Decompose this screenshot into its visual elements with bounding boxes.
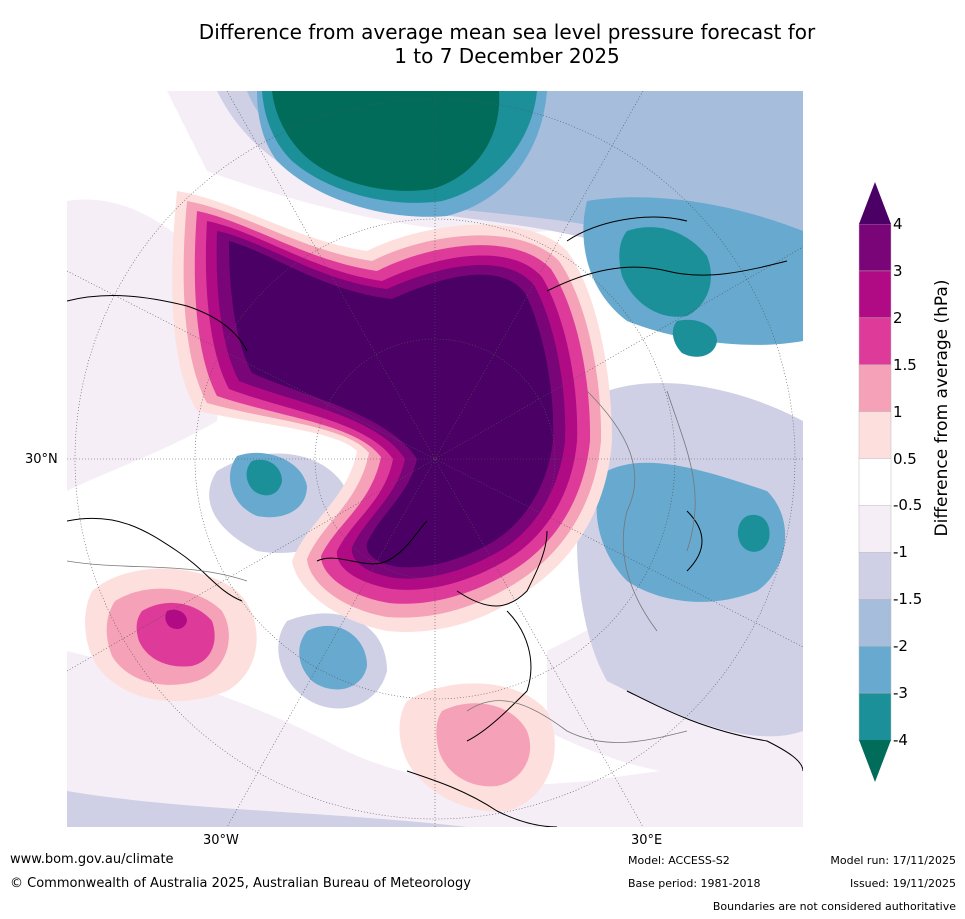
colorbar-tick-label: 2 <box>893 308 903 327</box>
colorbar-tick-label: -3 <box>893 684 908 703</box>
footer-copyright: © Commonwealth of Australia 2025, Austra… <box>10 876 471 891</box>
footer-issued: Issued: 19/11/2025 <box>849 877 956 890</box>
anomaly-region-teal <box>246 459 282 496</box>
colorbar-tick-label: 1 <box>893 402 903 421</box>
anomaly-region-lilac <box>67 791 467 827</box>
colorbar-band <box>858 411 892 460</box>
lon-label-30w: 30°W <box>203 833 239 848</box>
footer-disclaimer: Boundaries are not considered authoritat… <box>712 900 956 913</box>
colorbar-tick-label: -1.5 <box>893 590 923 609</box>
colorbar-tick-label: 0.5 <box>893 449 917 468</box>
title-line-1: Difference from average mean sea level p… <box>198 20 816 44</box>
anomaly-region-deep-purple <box>229 241 554 568</box>
colorbar-band <box>858 552 892 601</box>
footer-model-run: Model run: 17/11/2025 <box>830 854 956 867</box>
anomaly-region-teal <box>619 227 711 317</box>
colorbar-tick-label: -0.5 <box>893 496 923 515</box>
colorbar <box>858 182 892 782</box>
pressure-anomaly-map <box>67 91 803 827</box>
colorbar-band <box>858 270 892 319</box>
colorbar-bottom-arrow <box>859 740 891 782</box>
anomaly-region-lavender <box>67 651 803 827</box>
coastlines <box>67 216 803 827</box>
colorbar-tick-label: 4 <box>893 215 903 233</box>
colorbar-tick-label: -4 <box>893 731 908 749</box>
colorbar-band <box>858 645 892 694</box>
colorbar-top-arrow <box>859 182 891 224</box>
anomaly-region-teal <box>737 514 770 552</box>
anomaly-region-magenta <box>136 602 215 667</box>
footer-base-period: Base period: 1981-2018 <box>628 877 761 890</box>
colorbar-band <box>858 599 892 647</box>
country-borders <box>67 390 696 743</box>
footer-model: Model: ACCESS-S2 <box>628 854 730 867</box>
anomaly-region-teal <box>672 319 717 357</box>
anomaly-region-pink <box>436 703 531 787</box>
title-line-2: 1 to 7 December 2025 <box>394 44 620 68</box>
colorbar-title: Difference from average (hPa) <box>932 279 952 537</box>
colorbar-band <box>858 223 892 272</box>
lon-label-30e: 30°E <box>631 833 663 848</box>
anomaly-region-dark-green <box>272 91 500 191</box>
anomaly-contour-field <box>67 91 803 827</box>
map-title: Difference from average mean sea level p… <box>0 20 965 68</box>
colorbar-tick-label: 1.5 <box>893 355 917 374</box>
colorbar-band <box>858 317 892 366</box>
colorbar-tick-label: -1 <box>893 543 908 562</box>
anomaly-region-crimson <box>165 609 187 629</box>
footer-url[interactable]: www.bom.gov.au/climate <box>10 852 174 867</box>
colorbar-band <box>858 364 892 413</box>
colorbar-band <box>858 458 892 507</box>
colorbar-tick-label: 3 <box>893 261 903 280</box>
colorbar-tick-label: -2 <box>893 637 908 656</box>
colorbar-band <box>858 505 892 554</box>
anomaly-region-blue <box>299 625 367 690</box>
colorbar-band <box>858 692 892 741</box>
lat-label-30n: 30°N <box>25 452 58 467</box>
graticule <box>67 91 803 827</box>
anomaly-region-blue <box>596 462 786 602</box>
